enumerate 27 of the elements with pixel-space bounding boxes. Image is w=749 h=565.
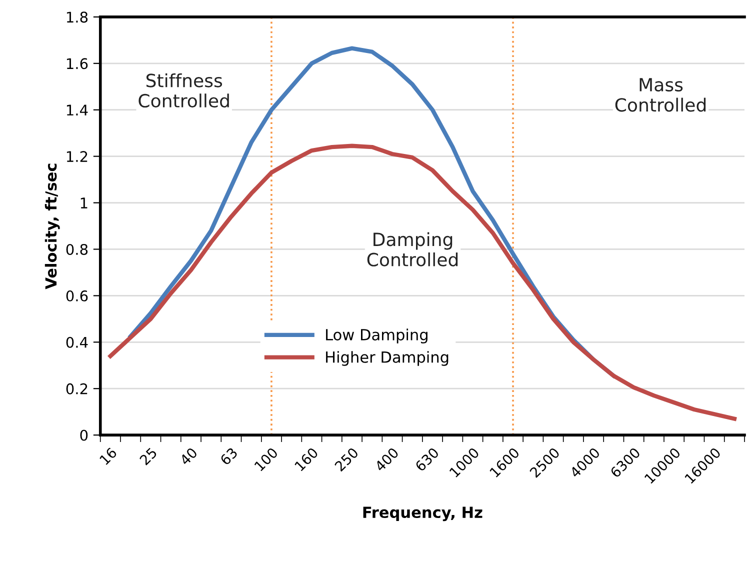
line-series (108, 144, 737, 421)
x-tick-label: 630 (414, 446, 440, 472)
y-tick-label: 1.2 (66, 151, 88, 162)
legend-label: Low Damping (326, 328, 428, 344)
y-tick-label: 0 (80, 430, 88, 441)
y-tick-label: 0.2 (66, 383, 88, 394)
x-tick-label: 63 (220, 447, 238, 466)
legend-label: Higher Damping (326, 351, 448, 366)
x-tick-label: 40 (179, 446, 198, 466)
y-tick-label: 0.4 (66, 336, 88, 348)
y-tick-label: 1.6 (66, 58, 88, 70)
x-tick-label: 25 (139, 447, 158, 466)
x-tick-label: 400 (374, 446, 400, 472)
annotation: Mass Controlled (615, 78, 706, 112)
y-tick-label: 1 (80, 198, 88, 208)
y-tick-label: 1.8 (66, 12, 88, 23)
x-axis-title: Frequency, Hz (363, 506, 482, 522)
x-tick-label: 160 (294, 446, 319, 472)
x-tick-label: 16 (99, 446, 118, 466)
x-tick-label: 250 (334, 446, 359, 472)
y-tick-label: 0.8 (66, 244, 88, 255)
x-tick-label: 100 (254, 446, 278, 472)
y-tick-label: 0.6 (66, 290, 88, 302)
y-axis-title: Velocity, ft/sec (44, 164, 60, 290)
annotation: Damping Controlled (367, 232, 458, 266)
annotation: Stiffness Controlled (138, 73, 229, 108)
y-tick-label: 1.4 (66, 104, 88, 116)
